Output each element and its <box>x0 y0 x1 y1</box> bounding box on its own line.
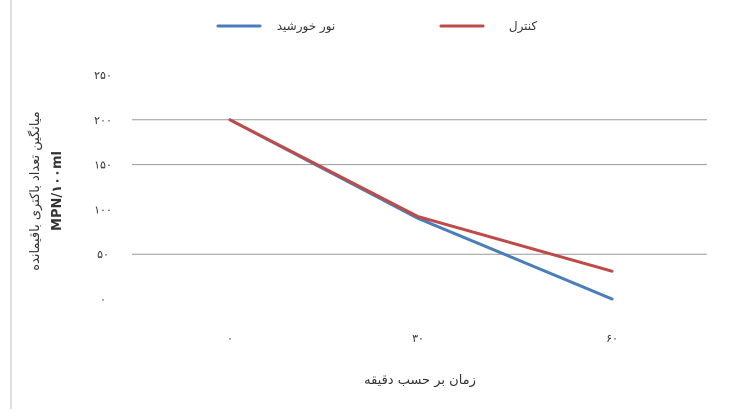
x-axis-title: زمان بر حسب دقیقه <box>364 373 476 388</box>
legend-label-1: کنترل <box>509 19 538 34</box>
x-axis-tick-labels: ۰ ۳۰ ۶۰ <box>227 332 618 345</box>
legend-label-0: نور خورشید <box>277 19 336 34</box>
y-tick-label-50: ۵۰ <box>97 248 109 261</box>
x-tick-label-0: ۰ <box>227 332 233 345</box>
series-line-0 <box>228 118 614 301</box>
x-tick-label-1: ۳۰ <box>412 332 424 345</box>
y-tick-label-100: ۱۰۰ <box>94 203 112 216</box>
series-lines <box>228 118 614 301</box>
series-line-1 <box>228 118 614 273</box>
gridlines <box>132 119 707 255</box>
legend: نور خورشید کنترل <box>216 19 538 34</box>
y-axis-title-line-1: میانگین تعداد باکتری باقیمانده <box>27 111 43 270</box>
y-axis-tick-labels: ۰ ۵۰ ۱۰۰ ۱۵۰ ۲۰۰ ۲۵۰ <box>94 69 112 306</box>
y-tick-label-250: ۲۵۰ <box>94 69 112 82</box>
y-tick-label-0: ۰ <box>100 293 106 306</box>
y-axis-title-line-2: MPN/۱۰۰ml <box>50 151 65 231</box>
y-tick-label-200: ۲۰۰ <box>94 114 112 127</box>
x-tick-label-2: ۶۰ <box>606 332 618 345</box>
y-tick-label-150: ۱۵۰ <box>94 159 112 172</box>
